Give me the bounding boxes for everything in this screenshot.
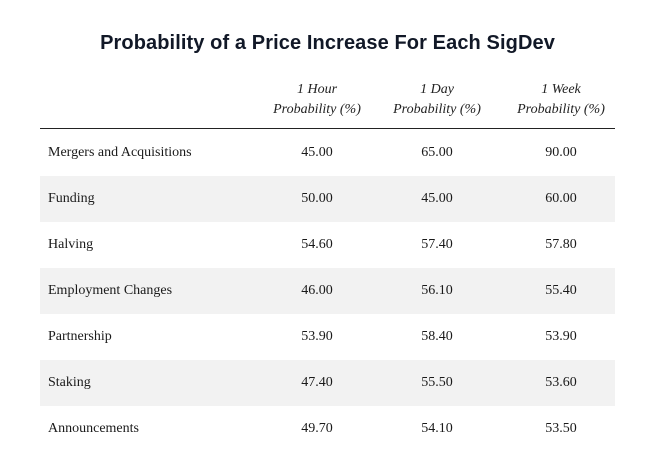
- row-label: Announcements: [48, 421, 139, 436]
- column-header-line2: Probability (%): [517, 102, 605, 117]
- table-cell-value: 45.00: [421, 191, 453, 206]
- table-cell-value: 55.40: [545, 283, 577, 298]
- column-header-1-week: 1 Week Probability (%): [496, 80, 626, 120]
- table-cell-value: 47.40: [301, 375, 333, 390]
- table-row: Halving 54.60 57.40 57.80: [40, 222, 615, 268]
- table-cell-value: 46.00: [301, 283, 333, 298]
- column-header-line1: 1 Day: [420, 82, 454, 97]
- table-cell-value: 65.00: [421, 145, 453, 160]
- table-cell-value: 53.60: [545, 375, 577, 390]
- table-cell-value: 53.90: [545, 329, 577, 344]
- table-cell-value: 50.00: [301, 191, 333, 206]
- column-header-line1: 1 Hour: [296, 82, 338, 97]
- table-cell-value: 57.80: [545, 237, 577, 252]
- table-cell-value: 55.50: [421, 375, 453, 390]
- table-row: Funding 50.00 45.00 60.00: [40, 176, 615, 222]
- column-header-line2: Probability (%): [273, 102, 361, 117]
- table-row: Announcements 49.70 54.10 53.50: [40, 406, 615, 452]
- table-cell-value: 54.60: [301, 237, 333, 252]
- column-header-line2: Probability (%): [393, 102, 481, 117]
- table-cell-value: 90.00: [545, 145, 577, 160]
- chart-title: Probability of a Price Increase For Each…: [100, 32, 555, 54]
- row-label: Halving: [48, 237, 94, 252]
- row-label: Funding: [48, 191, 95, 206]
- table-cell-value: 57.40: [421, 237, 453, 252]
- table-cell-value: 60.00: [545, 191, 577, 206]
- table-row: Partnership 53.90 58.40 53.90: [40, 314, 615, 360]
- table-row: Staking 47.40 55.50 53.60: [40, 360, 615, 406]
- table-cell-value: 58.40: [421, 329, 453, 344]
- row-label: Staking: [48, 375, 91, 390]
- table-cell-value: 49.70: [301, 421, 333, 436]
- table-row: Employment Changes 46.00 56.10 55.40: [40, 268, 615, 314]
- column-header-1-day: 1 Day Probability (%): [372, 80, 502, 120]
- header-rule: [40, 128, 615, 129]
- column-header-1-hour: 1 Hour Probability (%): [252, 80, 382, 120]
- row-label: Mergers and Acquisitions: [48, 145, 192, 160]
- row-label: Partnership: [48, 329, 112, 344]
- column-header-line1: 1 Week: [541, 82, 581, 97]
- table-cell-value: 53.50: [545, 421, 577, 436]
- table-cell-value: 53.90: [301, 329, 333, 344]
- table-cell-value: 56.10: [421, 283, 453, 298]
- row-label: Employment Changes: [48, 283, 173, 298]
- table-cell-value: 45.00: [301, 145, 333, 160]
- table-row: Mergers and Acquisitions 45.00 65.00 90.00: [40, 130, 615, 176]
- table-cell-value: 54.10: [421, 421, 453, 436]
